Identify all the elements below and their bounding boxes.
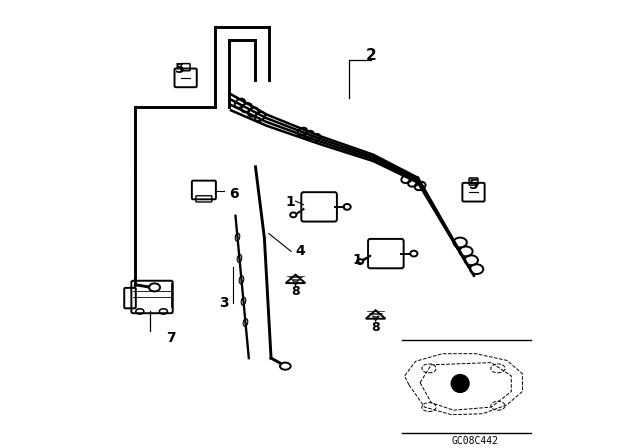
- Text: 8: 8: [371, 320, 380, 333]
- Text: 3: 3: [219, 296, 228, 310]
- Text: 4: 4: [296, 244, 305, 258]
- Text: GC08C442: GC08C442: [451, 436, 499, 446]
- Circle shape: [451, 375, 469, 392]
- Text: 6: 6: [228, 186, 239, 201]
- Text: 7: 7: [166, 331, 176, 345]
- Text: 1: 1: [353, 253, 362, 267]
- Text: 2: 2: [366, 48, 376, 63]
- Text: 1: 1: [286, 195, 296, 209]
- Text: 5: 5: [175, 62, 185, 76]
- Text: 5: 5: [468, 178, 478, 192]
- Text: 8: 8: [291, 285, 300, 298]
